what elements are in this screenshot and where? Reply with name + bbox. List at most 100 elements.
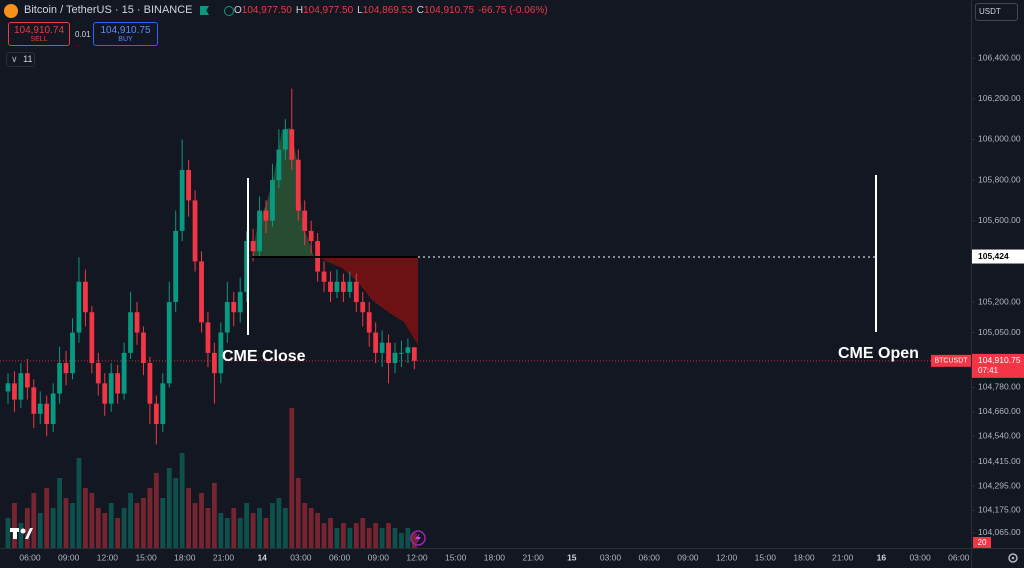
x-tick-label: 15 bbox=[567, 552, 577, 562]
candle-body bbox=[95, 363, 101, 384]
symbol-title[interactable]: Bitcoin / TetherUS · 15 · BINANCE bbox=[24, 4, 193, 16]
volume-bar bbox=[115, 518, 121, 548]
candle-body bbox=[141, 332, 146, 364]
volume-bar bbox=[186, 488, 191, 548]
candle-body bbox=[218, 332, 224, 374]
buy-price: 104,910.75 bbox=[100, 25, 151, 36]
volume-bar bbox=[386, 523, 391, 548]
volume-bar bbox=[205, 508, 211, 548]
candle-body bbox=[102, 383, 108, 404]
candle-body bbox=[70, 332, 75, 374]
settings-icon[interactable] bbox=[1008, 553, 1018, 563]
candle-body bbox=[192, 200, 198, 262]
volume-bar bbox=[224, 518, 230, 548]
sell-button[interactable]: 104,910.74 SELL bbox=[8, 22, 70, 46]
indicators-toggle[interactable]: ∨ 11 bbox=[6, 52, 35, 67]
candle-body bbox=[115, 373, 121, 394]
candle-body bbox=[5, 383, 11, 392]
volume-bar bbox=[121, 508, 127, 548]
candle-body bbox=[50, 393, 56, 425]
x-tick-label: 18:00 bbox=[174, 552, 196, 562]
candle-body bbox=[399, 352, 404, 354]
flag-icon[interactable] bbox=[200, 6, 209, 15]
bar-countdown: 07:41 bbox=[978, 366, 999, 375]
x-tick-label: 03:00 bbox=[600, 552, 622, 562]
volume-bar bbox=[50, 508, 56, 548]
x-tick-label: 06:00 bbox=[329, 552, 351, 562]
candle-body bbox=[411, 347, 417, 361]
y-tick-label: 105,800.00 bbox=[978, 174, 1021, 184]
x-tick-label: 15:00 bbox=[135, 552, 157, 562]
status-icon bbox=[224, 6, 234, 16]
annotation: CME Open bbox=[838, 345, 919, 362]
volume-bar bbox=[308, 508, 314, 548]
volume-bar bbox=[12, 503, 17, 548]
gap-fill-up bbox=[252, 128, 314, 257]
volume-bar bbox=[405, 528, 411, 548]
scale-badge[interactable]: 20 bbox=[973, 537, 991, 548]
volume-bar bbox=[392, 528, 398, 548]
symbol-tag-bg bbox=[931, 354, 971, 367]
candle-body bbox=[205, 322, 211, 353]
ohlc-key: L bbox=[357, 5, 363, 16]
ohlc-value: 104,910.75 bbox=[424, 5, 475, 16]
candle-body bbox=[373, 332, 379, 353]
candle-body bbox=[366, 312, 372, 333]
x-tick-label: 12:00 bbox=[97, 552, 119, 562]
buy-button[interactable]: 104,910.75 BUY bbox=[93, 22, 158, 46]
candle-body bbox=[257, 210, 262, 252]
x-tick-label: 06:00 bbox=[19, 552, 41, 562]
candle-body bbox=[386, 342, 391, 364]
volume-bar bbox=[218, 513, 224, 548]
candle-body bbox=[212, 352, 217, 374]
volume-bar bbox=[321, 523, 327, 548]
x-tick-label: 06:00 bbox=[639, 552, 661, 562]
candle-body bbox=[302, 210, 308, 231]
candle-body bbox=[276, 149, 282, 181]
candle-body bbox=[263, 210, 269, 221]
candle-body bbox=[173, 230, 179, 303]
ohlc-key: C bbox=[416, 5, 424, 16]
volume-bar bbox=[334, 528, 340, 548]
candle-body bbox=[308, 230, 314, 242]
candle-body bbox=[89, 312, 95, 364]
volume-bar bbox=[289, 408, 295, 548]
volume-bar bbox=[5, 518, 11, 548]
x-tick-label: 21:00 bbox=[213, 552, 235, 562]
candle-body bbox=[237, 291, 243, 313]
y-tick-label: 105,600.00 bbox=[978, 215, 1021, 225]
candle-body bbox=[134, 312, 140, 333]
candle-body bbox=[270, 180, 275, 221]
candle-body bbox=[24, 373, 30, 388]
volume-bar bbox=[134, 503, 140, 548]
candle-body bbox=[295, 159, 301, 211]
currency-select[interactable]: USDT bbox=[975, 3, 1018, 21]
x-tick-label: 21:00 bbox=[832, 552, 854, 562]
volume-bar bbox=[315, 513, 320, 548]
candle-body bbox=[392, 352, 398, 364]
candle-body bbox=[31, 387, 37, 414]
volume-bar bbox=[282, 508, 288, 548]
candle-body bbox=[37, 403, 43, 414]
volume-bar bbox=[31, 493, 37, 548]
candle-body bbox=[128, 312, 133, 353]
volume-bar bbox=[173, 478, 179, 548]
level-label: 105,424 bbox=[978, 251, 1009, 261]
volume-bar bbox=[250, 513, 256, 548]
candle-body bbox=[186, 169, 191, 201]
x-tick-label: 18:00 bbox=[793, 552, 815, 562]
volume-bar bbox=[70, 503, 75, 548]
candle-body bbox=[224, 302, 230, 333]
ohlc-legend: O104,977.50 H104,977.50 L104,869.53 C104,91… bbox=[234, 5, 548, 16]
candle-body bbox=[360, 302, 366, 313]
x-tick-label: 06:00 bbox=[948, 552, 970, 562]
x-tick-label: 12:00 bbox=[716, 552, 738, 562]
volume-bar bbox=[399, 533, 404, 548]
y-tick-label: 104,780.00 bbox=[978, 382, 1021, 392]
candle-body bbox=[44, 403, 50, 425]
spread: 0.01 bbox=[75, 30, 91, 39]
volume-bar bbox=[95, 508, 101, 548]
volume-bar bbox=[76, 458, 82, 548]
ohlc-change: -66.75 (-0.06%) bbox=[478, 5, 548, 16]
volume-bar bbox=[276, 498, 282, 548]
